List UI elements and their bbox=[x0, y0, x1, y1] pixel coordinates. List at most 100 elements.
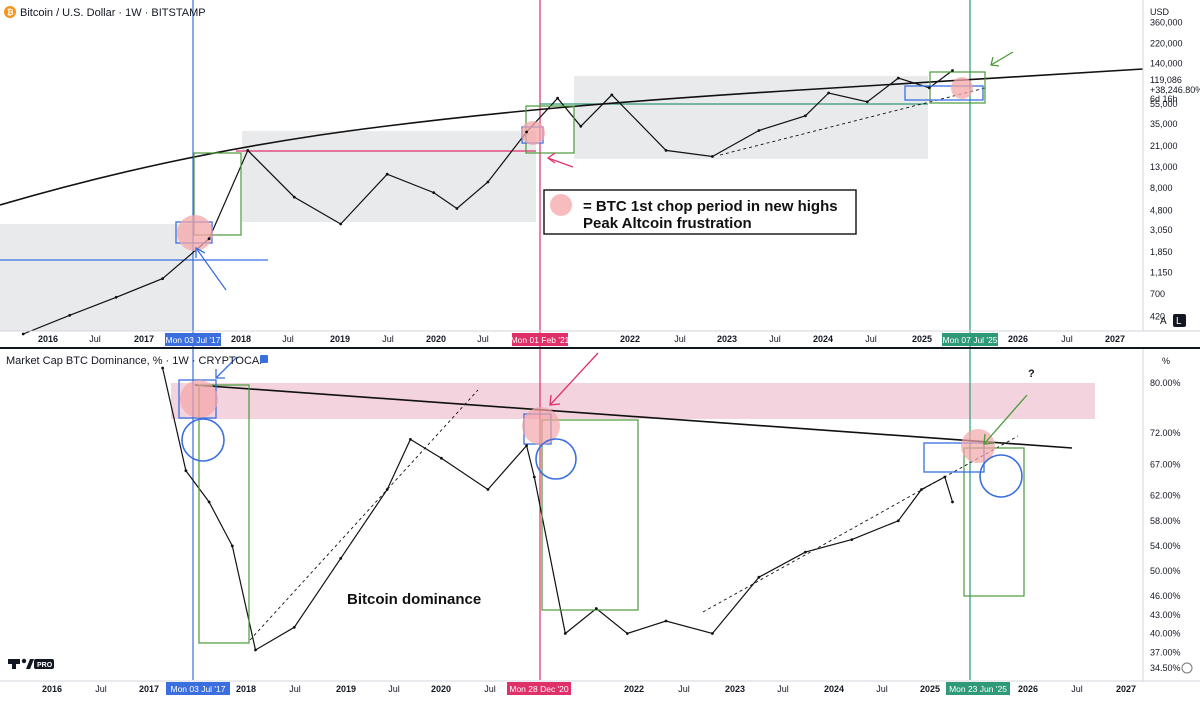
price-point bbox=[385, 172, 389, 176]
time-tick-label: Jul bbox=[477, 334, 489, 344]
dominance-point bbox=[486, 488, 490, 491]
percent-axis[interactable]: % 80.00% 72.00% 67.00% 62.00% 58.00% 54.00% 50… bbox=[1142, 349, 1200, 681]
tradingview-logo: PRO bbox=[8, 658, 54, 669]
currency-label: USD bbox=[1150, 7, 1170, 17]
price-point bbox=[896, 76, 900, 80]
price-point bbox=[432, 191, 436, 195]
rejection-circle bbox=[181, 418, 225, 462]
price-point bbox=[207, 237, 211, 241]
percent-tick-label: 50.00% bbox=[1150, 566, 1181, 576]
settings-gear-icon[interactable] bbox=[1181, 662, 1193, 674]
percent-tick-label: 43.00% bbox=[1150, 610, 1181, 620]
dominance-point bbox=[757, 575, 761, 579]
time-tick-label: 2020 bbox=[431, 684, 451, 694]
chop-highlight-dot bbox=[522, 407, 560, 445]
percent-tick-label: 54.00% bbox=[1150, 541, 1181, 551]
price-tick-label: 35,000 bbox=[1150, 119, 1178, 129]
price-axis[interactable]: USD 360,000 220,000 140,000 55,000 35,000 21,… bbox=[1142, 0, 1200, 331]
percent-tick-label: 58.00% bbox=[1150, 516, 1181, 526]
date-marker-badge bbox=[946, 682, 1010, 695]
time-tick-label: 2017 bbox=[139, 684, 159, 694]
dominance-point bbox=[850, 538, 854, 541]
time-tick-label: 2026 bbox=[1018, 684, 1038, 694]
price-point bbox=[664, 149, 668, 152]
auto-scale-button[interactable]: A bbox=[1160, 316, 1167, 327]
price-tick-label: 360,000 bbox=[1150, 17, 1183, 27]
chop-box bbox=[904, 85, 984, 101]
top-chart-title: Bitcoin / U.S. Dollar · 1W · BITSTAMP bbox=[20, 7, 206, 19]
time-tick-label: Jul bbox=[865, 334, 877, 344]
indicator-icon[interactable] bbox=[260, 355, 268, 363]
resistance-zone bbox=[171, 383, 1095, 419]
annotation-line-2: Peak Altcoin frustration bbox=[583, 215, 752, 232]
last-price: 119,086 bbox=[1150, 75, 1182, 85]
annotation-box: = BTC 1st chop period in new highs Peak … bbox=[543, 189, 857, 235]
price-point bbox=[610, 93, 614, 97]
blue-arrow bbox=[215, 356, 238, 379]
btc-price-pane[interactable]: = BTC 1st chop period in new highs Peak … bbox=[0, 0, 1144, 348]
trendline-dashed bbox=[249, 389, 479, 641]
time-tick-label: 2016 bbox=[42, 684, 62, 694]
time-tick-label: 2026 bbox=[1008, 334, 1028, 344]
dominance-point bbox=[440, 456, 443, 460]
price-point bbox=[804, 114, 807, 118]
price-tick-label: 4,800 bbox=[1150, 205, 1173, 215]
time-tick-label: 2016 bbox=[38, 334, 58, 344]
log-scale-button[interactable] bbox=[1173, 314, 1186, 327]
price-point bbox=[711, 155, 714, 158]
dominance-point bbox=[230, 544, 234, 548]
time-tick-label: 2023 bbox=[717, 334, 737, 344]
dominance-point bbox=[184, 469, 188, 473]
pane-separator[interactable] bbox=[0, 347, 1200, 349]
date-marker-label: Mon 23 Jun '25 bbox=[949, 684, 1007, 694]
time-tick-label: Jul bbox=[282, 334, 294, 344]
date-marker-badge bbox=[507, 682, 571, 695]
red-arrow bbox=[549, 352, 599, 406]
dominance-point bbox=[625, 632, 629, 635]
time-tick-label: Jul bbox=[89, 334, 101, 344]
range-zone bbox=[0, 224, 194, 331]
btc-dominance-pane[interactable]: ? Bitcoin dominance Market Cap BTC Domin… bbox=[6, 349, 1095, 680]
trendline-dashed bbox=[702, 435, 1019, 613]
percent-tick-label: 62.00% bbox=[1150, 491, 1181, 501]
time-tick-label: 2020 bbox=[426, 334, 446, 344]
svg-text:PRO: PRO bbox=[37, 662, 53, 669]
price-tick-label: 55,000 bbox=[1150, 99, 1178, 109]
annotation-line-1: = BTC 1st chop period in new highs bbox=[583, 198, 838, 215]
top-time-axis[interactable]: 2016 Jul 2017 2018 Jul 2019 Jul 2020 Jul 2022 Jul 2… bbox=[0, 330, 1200, 346]
price-point bbox=[21, 332, 25, 336]
green-arrow bbox=[983, 394, 1028, 445]
price-point bbox=[339, 222, 343, 226]
dominance-point bbox=[920, 488, 923, 491]
time-tick-label: Jul bbox=[777, 684, 789, 694]
price-point bbox=[114, 295, 118, 299]
date-marker-badge bbox=[165, 333, 221, 346]
time-tick-label: Jul bbox=[289, 684, 301, 694]
price-tick-label: 220,000 bbox=[1150, 39, 1183, 49]
time-tick-label: 2024 bbox=[813, 334, 833, 344]
time-tick-label: 2018 bbox=[236, 684, 256, 694]
date-marker-label: Mon 01 Feb '21 bbox=[511, 335, 570, 345]
price-tick-label: 700 bbox=[1150, 289, 1165, 299]
date-marker-label: Mon 03 Jul '17 bbox=[170, 684, 225, 694]
percent-tick-label: 67.00% bbox=[1150, 459, 1181, 469]
time-tick-label: 2027 bbox=[1116, 684, 1136, 694]
bottom-time-axis[interactable]: 2016 Jul 2017 2018 Jul 2019 Jul 2020 Jul 2022 Jul 2… bbox=[0, 680, 1200, 695]
rejection-circle bbox=[979, 454, 1023, 498]
dominance-point bbox=[563, 632, 567, 635]
price-point bbox=[757, 129, 761, 132]
time-tick-label: 2018 bbox=[231, 334, 251, 344]
red-arrow bbox=[546, 152, 574, 168]
chop-highlight-dot bbox=[961, 429, 995, 463]
time-tick-label: 2023 bbox=[725, 684, 745, 694]
price-point bbox=[556, 96, 559, 100]
percent-tick-label: 72.00% bbox=[1150, 428, 1181, 438]
chop-highlight-dot bbox=[177, 215, 213, 251]
time-tick-label: 2025 bbox=[920, 684, 940, 694]
price-tick-label: 140,000 bbox=[1150, 58, 1183, 68]
price-point bbox=[486, 180, 490, 184]
range-zone bbox=[242, 131, 536, 222]
question-mark: ? bbox=[1028, 368, 1035, 380]
